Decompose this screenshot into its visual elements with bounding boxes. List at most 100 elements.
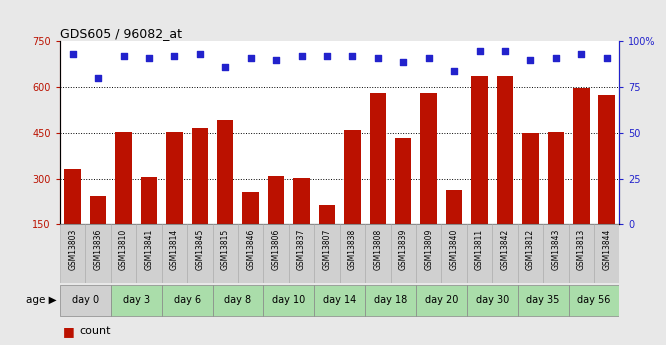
Text: ■: ■: [63, 325, 75, 338]
Bar: [263, 224, 289, 283]
Bar: [467, 285, 517, 316]
Bar: [162, 285, 212, 316]
Point: [296, 53, 307, 59]
Text: GSM13807: GSM13807: [322, 229, 332, 270]
Bar: [85, 224, 111, 283]
Bar: [90, 196, 107, 224]
Bar: [547, 132, 564, 224]
Bar: [293, 178, 310, 224]
Point: [398, 59, 408, 64]
Text: day 3: day 3: [123, 295, 150, 305]
Point: [372, 55, 383, 61]
Bar: [365, 285, 416, 316]
Bar: [522, 134, 539, 224]
Bar: [390, 224, 416, 283]
Bar: [573, 88, 589, 224]
Point: [500, 48, 510, 53]
Text: GSM13809: GSM13809: [424, 229, 433, 270]
Point: [551, 55, 561, 61]
Bar: [370, 92, 386, 224]
Text: GSM13810: GSM13810: [119, 229, 128, 270]
Bar: [263, 285, 314, 316]
Bar: [340, 224, 365, 283]
Bar: [187, 224, 212, 283]
Text: GSM13843: GSM13843: [551, 229, 560, 270]
Bar: [467, 224, 492, 283]
Bar: [365, 224, 390, 283]
Bar: [594, 224, 619, 283]
Text: GSM13839: GSM13839: [399, 229, 408, 270]
Point: [449, 68, 460, 73]
Bar: [115, 132, 132, 224]
Bar: [289, 224, 314, 283]
Text: GSM13812: GSM13812: [526, 229, 535, 270]
Bar: [569, 224, 594, 283]
Text: GSM13840: GSM13840: [450, 229, 459, 270]
Text: day 56: day 56: [577, 295, 611, 305]
Text: GSM13803: GSM13803: [68, 229, 77, 270]
Point: [169, 53, 180, 59]
Bar: [517, 224, 543, 283]
Point: [576, 51, 587, 57]
Text: day 35: day 35: [526, 295, 560, 305]
Bar: [517, 285, 569, 316]
Text: GSM13813: GSM13813: [577, 229, 585, 270]
Point: [525, 57, 535, 62]
Text: GSM13837: GSM13837: [297, 229, 306, 270]
Point: [245, 55, 256, 61]
Bar: [314, 224, 340, 283]
Text: day 10: day 10: [272, 295, 306, 305]
Point: [67, 51, 78, 57]
Bar: [60, 224, 85, 283]
Point: [424, 55, 434, 61]
Text: GSM13808: GSM13808: [374, 229, 382, 270]
Point: [601, 55, 612, 61]
Bar: [141, 177, 157, 224]
Point: [347, 53, 358, 59]
Text: day 6: day 6: [174, 295, 200, 305]
Text: GSM13844: GSM13844: [602, 229, 611, 270]
Bar: [162, 224, 187, 283]
Text: day 14: day 14: [323, 295, 356, 305]
Text: age ▶: age ▶: [26, 295, 57, 305]
Point: [220, 64, 230, 70]
Bar: [166, 132, 182, 224]
Text: GSM13806: GSM13806: [272, 229, 280, 270]
Bar: [599, 95, 615, 224]
Text: GSM13815: GSM13815: [220, 229, 230, 270]
Bar: [242, 192, 259, 224]
Bar: [314, 285, 365, 316]
Bar: [268, 176, 284, 224]
Point: [194, 51, 205, 57]
Point: [93, 75, 103, 81]
Bar: [416, 285, 467, 316]
Bar: [238, 224, 263, 283]
Bar: [137, 224, 162, 283]
Text: GSM13842: GSM13842: [500, 229, 509, 270]
Bar: [569, 285, 619, 316]
Text: GSM13841: GSM13841: [145, 229, 153, 270]
Text: GSM13838: GSM13838: [348, 229, 357, 270]
Point: [271, 57, 282, 62]
Text: GSM13845: GSM13845: [195, 229, 204, 270]
Text: day 18: day 18: [374, 295, 407, 305]
Point: [144, 55, 155, 61]
Text: day 30: day 30: [476, 295, 509, 305]
Bar: [111, 224, 137, 283]
Bar: [395, 138, 412, 224]
Bar: [446, 190, 462, 224]
Bar: [212, 285, 263, 316]
Bar: [319, 205, 335, 224]
Bar: [192, 128, 208, 224]
Text: count: count: [79, 326, 111, 336]
Point: [118, 53, 129, 59]
Text: GSM13814: GSM13814: [170, 229, 179, 270]
Text: GSM13811: GSM13811: [475, 229, 484, 270]
Bar: [111, 285, 162, 316]
Bar: [212, 224, 238, 283]
Bar: [217, 120, 234, 224]
Point: [474, 48, 485, 53]
Bar: [543, 224, 569, 283]
Bar: [442, 224, 467, 283]
Text: GSM13846: GSM13846: [246, 229, 255, 270]
